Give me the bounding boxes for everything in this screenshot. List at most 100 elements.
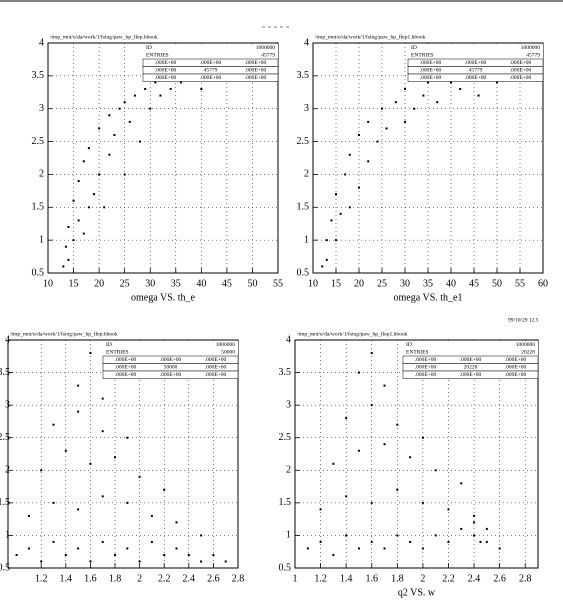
scatter-point	[325, 239, 328, 242]
y-tick-label: 2.5	[32, 136, 45, 147]
stats-cell: 1000000	[521, 45, 541, 51]
plot-frame	[47, 42, 279, 274]
scatter-point	[128, 120, 131, 123]
scatter-point	[367, 120, 370, 123]
scatter-point	[64, 245, 67, 248]
scatter-point	[319, 540, 322, 543]
scatter-point	[473, 534, 476, 537]
scatter-point	[87, 147, 90, 150]
scatter-point	[473, 514, 476, 517]
scatter-point	[460, 482, 463, 485]
stats-cell: .000E+00	[420, 75, 442, 81]
scatter-point	[348, 206, 351, 209]
y-tick-label: 0.5	[297, 267, 310, 278]
scatter-point	[87, 206, 90, 209]
scatter-point	[447, 540, 450, 543]
scatter-point	[187, 553, 190, 556]
stats-cell: ID	[406, 342, 412, 348]
scatter-point	[123, 173, 126, 176]
stats-row	[402, 370, 539, 379]
scatter-point	[150, 514, 153, 517]
scatter-point	[98, 127, 101, 130]
scatter-point	[357, 449, 360, 452]
scatter-point	[118, 107, 121, 110]
y-tick-label: 2	[286, 465, 291, 476]
stats-cell: ID	[146, 45, 152, 51]
scatter-point	[67, 226, 70, 228]
stats-cell: .000E+00	[465, 60, 487, 66]
scatter-point	[101, 495, 104, 498]
x-tick-label: 35	[171, 278, 181, 289]
x-tick-label: 50	[492, 278, 502, 289]
stats-cell: .000E+00	[420, 60, 442, 66]
x-tick-label: 1	[293, 573, 298, 584]
y-tick-label: 2.5	[279, 432, 292, 443]
y-tick-label: 1	[304, 234, 309, 245]
scatter-point	[27, 547, 30, 550]
scatter-point	[126, 436, 129, 439]
stats-cell: .000E+00	[115, 365, 137, 371]
x-tick-label: 1.2	[35, 573, 48, 584]
y-tick-label: 3	[39, 103, 44, 114]
scatter-point	[224, 560, 227, 563]
scatter-point	[138, 560, 141, 563]
x-tick-label: 45	[222, 278, 232, 289]
scatter-point	[459, 88, 462, 90]
x-tick-label: 45	[469, 278, 479, 289]
x-tick-label: 20	[354, 278, 364, 289]
scatter-point	[348, 153, 351, 156]
scatter-point	[89, 352, 92, 355]
scatter-point	[169, 88, 172, 90]
stats-cell: .000E+00	[505, 357, 527, 363]
scatter-point	[396, 423, 399, 426]
scatter-point	[357, 371, 360, 374]
scatter-point	[64, 553, 67, 556]
plot-title: /tmp_mnt/u/da/work/1/fsing/paw_hp_ffep1.…	[315, 33, 426, 40]
stats-cell: .000E+00	[415, 357, 437, 363]
scatter-point	[89, 560, 92, 563]
stats-row	[102, 370, 239, 379]
y-tick-label: 1.5	[279, 497, 292, 508]
scatter-point	[383, 547, 386, 550]
scatter-point	[404, 88, 406, 90]
scatter-point	[477, 94, 480, 97]
stats-cell: .000E+00	[205, 365, 227, 371]
x-tick-label: 50	[247, 278, 257, 289]
stats-cell: .000E+00	[160, 372, 182, 378]
x-tick-label: 1.8	[109, 573, 122, 584]
stats-cell: .000E+00	[155, 75, 177, 81]
x-tick-label: 1.6	[84, 573, 97, 584]
x-tick-label: 2	[420, 573, 425, 584]
scatter-point	[67, 258, 70, 261]
x-tick-label: 1.8	[391, 573, 404, 584]
y-tick-label: 0.5	[32, 267, 45, 278]
scatter-point	[358, 186, 360, 189]
stats-row	[143, 51, 278, 59]
x-tick-label: 10	[308, 278, 318, 289]
x-tick-label: 2.4	[183, 573, 196, 584]
y-tick-label: 0.5	[0, 562, 10, 573]
scatter-point	[40, 560, 43, 563]
scatter-point	[64, 449, 67, 452]
scatter-point	[421, 547, 424, 550]
stats-cell: 50000	[164, 365, 178, 371]
scatter-point	[394, 101, 397, 104]
x-tick-label: 2.2	[158, 573, 171, 584]
scatter-point	[77, 180, 80, 182]
stats-cell: 1000000	[516, 342, 536, 348]
scatter-point	[200, 560, 203, 563]
scatter-point	[421, 501, 424, 504]
scatter-point	[383, 384, 386, 387]
plot-frame	[7, 339, 239, 569]
scatter-point	[345, 534, 348, 537]
x-tick-label: 2.6	[493, 573, 506, 584]
scatter-point	[427, 81, 429, 84]
scatter-point	[485, 540, 488, 543]
scatter-point	[498, 547, 501, 550]
scatter-point	[101, 540, 104, 543]
scatter-point	[82, 232, 85, 235]
stats-cell: 45779	[526, 53, 540, 59]
scatter-point	[93, 193, 95, 196]
stats-cell: 45779	[261, 53, 275, 59]
